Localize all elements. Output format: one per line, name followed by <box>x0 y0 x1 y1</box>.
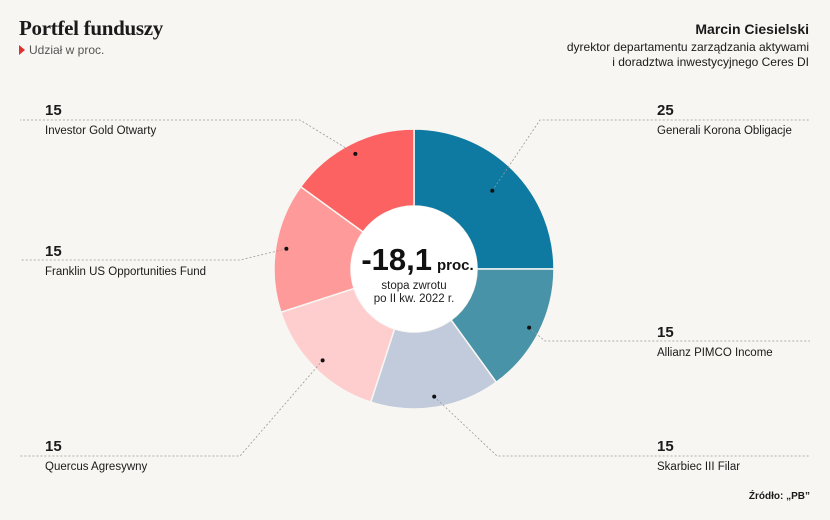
donut-hole <box>351 206 477 332</box>
center-value: -18,1 <box>361 242 432 277</box>
leader-line <box>433 396 810 457</box>
leader-dot <box>527 325 532 330</box>
author-role-line-2: i doradztwa inwestycyjnego Ceres DI <box>612 55 809 69</box>
author-block: Marcin Ciesielski dyrektor departamentu … <box>567 21 809 70</box>
slice-value-label: 15 <box>657 324 674 341</box>
center-caption-line-2: po II kw. 2022 r. <box>374 293 455 305</box>
slice-name-label: Investor Gold Otwarty <box>45 125 156 137</box>
slice-name-label: Franklin US Opportunities Fund <box>45 266 206 278</box>
donut-slices <box>273 128 555 410</box>
donut-center: -18,1 proc. stopa zwrotu po II kw. 2022 … <box>361 242 473 305</box>
leader-lines <box>20 119 810 457</box>
leader-dot <box>353 151 358 156</box>
slice-name-label: Generali Korona Obligacje <box>657 125 792 137</box>
slice-name-label: Quercus Agresywny <box>45 461 148 473</box>
leader-dot <box>432 394 437 399</box>
center-caption-line-1: stopa zwrotu <box>381 280 446 292</box>
leader-line <box>491 119 810 191</box>
leader-dot <box>320 358 325 363</box>
slice-value-label: 15 <box>45 243 62 260</box>
slice-value-label: 15 <box>45 438 62 455</box>
triangle-marker-icon <box>19 45 25 55</box>
author-role-line-1: dyrektor departamentu zarządzania aktywa… <box>566 40 809 54</box>
author-name: Marcin Ciesielski <box>695 21 809 37</box>
slice-value-label: 25 <box>657 102 674 119</box>
slice-value-label: 15 <box>45 102 62 119</box>
chart-subtitle: Udział w proc. <box>19 43 104 57</box>
leader-line <box>20 119 356 155</box>
source-note: Źródło: „PB” <box>748 491 810 502</box>
chart-title: Portfel funduszy <box>19 16 163 40</box>
leader-line <box>528 327 810 342</box>
subtitle-text: Udział w proc. <box>29 43 105 57</box>
leader-dot <box>284 246 289 251</box>
slice-name-label: Allianz PIMCO Income <box>657 347 773 359</box>
slice-value-label: 15 <box>657 438 674 455</box>
author-role: dyrektor departamentu zarządzania aktywa… <box>567 40 809 70</box>
leader-dot <box>490 188 495 193</box>
leader-line <box>20 360 323 457</box>
center-unit: proc. <box>437 257 474 274</box>
slice-name-label: Skarbiec III Filar <box>657 461 740 473</box>
slice-labels: 25 Generali Korona Obligacje 15 Allianz PIM… <box>45 102 792 473</box>
